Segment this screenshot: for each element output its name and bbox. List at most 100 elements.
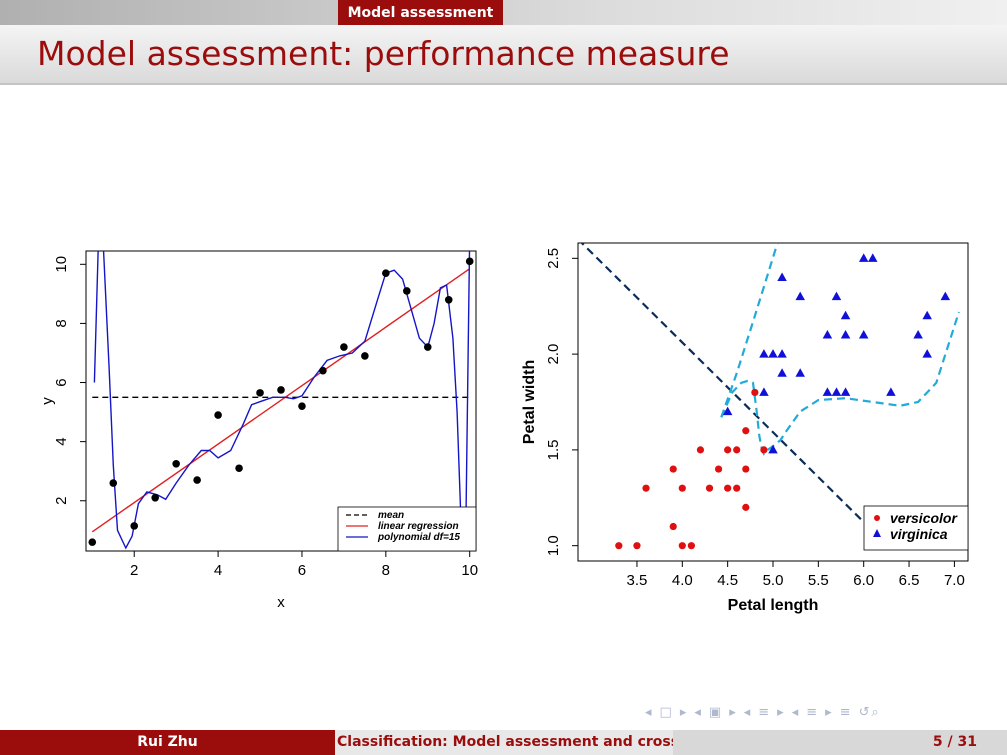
nav-icon[interactable]: ▸	[729, 705, 738, 720]
data-point-virginica	[822, 329, 833, 339]
plot-area	[88, 251, 474, 551]
x-tick-label: 3.5	[627, 572, 648, 589]
beamer-nav-bar[interactable]: ◂ □ ▸ ◂ ▣ ▸ ◂ ≡ ▸ ◂ ≡ ▸ ≡ ↺⌕	[645, 705, 1005, 725]
y-tick-label: 1.0	[545, 535, 562, 556]
x-tick-label: 6.5	[899, 572, 920, 589]
data-point	[423, 343, 432, 351]
data-point-versicolor	[696, 446, 705, 454]
legend-label: versicolor	[890, 510, 958, 526]
y-tick-label: 1.5	[545, 439, 562, 460]
data-point-versicolor	[714, 465, 723, 473]
data-point	[130, 522, 139, 530]
data-point-versicolor	[669, 465, 677, 473]
footer-title: Classification: Model assessment and cro…	[335, 730, 673, 755]
x-tick-label: 2	[130, 562, 138, 579]
nav-icon[interactable]: ▸	[777, 705, 786, 720]
legend-label: polynomial df=15	[377, 532, 460, 543]
x-axis-label: x	[277, 594, 285, 611]
data-point-virginica	[840, 310, 851, 320]
data-point-virginica	[840, 329, 851, 339]
data-point-versicolor	[678, 484, 686, 492]
data-point-versicolor	[733, 484, 741, 492]
x-tick-label: 4.5	[717, 572, 738, 589]
data-point	[465, 257, 474, 266]
decision-boundary	[580, 243, 869, 528]
footer-page-number: 5 / 31	[673, 730, 1007, 755]
data-point-virginica	[759, 349, 769, 358]
data-point	[172, 460, 180, 468]
y-tick-label: 2	[53, 497, 70, 505]
nav-icon[interactable]: ▣	[708, 705, 724, 720]
data-point-versicolor	[733, 446, 741, 454]
data-point-versicolor	[705, 484, 714, 492]
data-point	[193, 476, 201, 484]
data-point	[382, 269, 390, 277]
series-line-polynomial-df-15	[93, 251, 471, 551]
data-point	[298, 402, 306, 410]
data-point-virginica	[868, 253, 878, 262]
nav-icon[interactable]: ≡	[758, 705, 772, 720]
data-point-virginica	[822, 387, 833, 396]
legend-label: virginica	[890, 526, 948, 542]
data-point-virginica	[777, 368, 787, 377]
data-point	[361, 352, 369, 360]
slide-title: Model assessment: performance measure	[37, 34, 730, 73]
y-tick-label: 10	[53, 256, 70, 273]
data-point-versicolor	[742, 427, 750, 435]
decision-boundary	[720, 311, 960, 456]
data-point-virginica	[922, 310, 932, 320]
data-point-virginica	[922, 349, 932, 358]
data-point-virginica	[722, 406, 733, 416]
y-tick-label: 2.5	[545, 248, 562, 269]
data-point	[277, 386, 285, 394]
data-point-virginica	[886, 387, 896, 396]
section-tab[interactable]: Model assessment	[338, 0, 503, 25]
data-point-versicolor	[669, 522, 677, 531]
plot-area	[580, 243, 960, 550]
data-point-virginica	[831, 291, 842, 301]
x-tick-label: 5.5	[808, 572, 829, 589]
nav-icon[interactable]: □	[659, 705, 674, 720]
nav-icon[interactable]: ≡	[806, 705, 820, 720]
data-point	[214, 411, 222, 419]
nav-icon[interactable]: ≡	[839, 705, 853, 720]
x-tick-label: 10	[461, 562, 478, 579]
data-point	[151, 493, 159, 502]
data-point	[109, 479, 118, 487]
decision-boundary	[720, 243, 779, 418]
nav-icon[interactable]: ▸	[679, 705, 689, 720]
data-point	[256, 389, 264, 397]
title-bar: Model assessment: performance measure	[0, 25, 1007, 85]
data-point-virginica	[777, 272, 787, 281]
data-point-versicolor	[642, 484, 650, 492]
data-point-versicolor	[633, 542, 641, 550]
x-tick-label: 7.0	[944, 572, 965, 589]
data-point-virginica	[940, 291, 951, 301]
data-point-virginica	[795, 368, 805, 377]
nav-icon[interactable]: ◂	[791, 705, 801, 720]
nav-icon[interactable]: ◂	[645, 705, 654, 720]
y-axis-label: Petal width	[521, 360, 538, 444]
x-tick-label: 4	[214, 562, 222, 579]
data-point	[88, 538, 97, 546]
y-axis-label: y	[40, 397, 56, 405]
data-point-versicolor	[687, 542, 695, 550]
data-point-versicolor	[751, 388, 759, 397]
data-point-virginica	[759, 387, 769, 396]
data-point	[403, 287, 411, 295]
legend-label: linear regression	[378, 521, 459, 532]
x-tick-label: 6	[298, 562, 306, 579]
nav-icon[interactable]: ◂	[743, 705, 753, 720]
x-axis-label: Petal length	[728, 597, 819, 614]
data-point-virginica	[913, 329, 923, 339]
data-point-virginica	[777, 349, 787, 358]
nav-icon[interactable]: ▸	[825, 705, 834, 720]
x-tick-label: 5.0	[763, 572, 784, 589]
iris-chart: 3.5 4.0 4.5 5.0 5.5 6.0 6.5 7.0 1.0 1.5 2.0 2.5 Peta…	[521, 242, 969, 614]
nav-icon[interactable]: ◂	[694, 705, 703, 720]
data-point-versicolor	[760, 446, 768, 454]
x-tick-label: 4.0	[672, 572, 693, 589]
nav-icon[interactable]: ↺⌕	[858, 705, 881, 720]
data-point-virginica	[795, 291, 805, 301]
